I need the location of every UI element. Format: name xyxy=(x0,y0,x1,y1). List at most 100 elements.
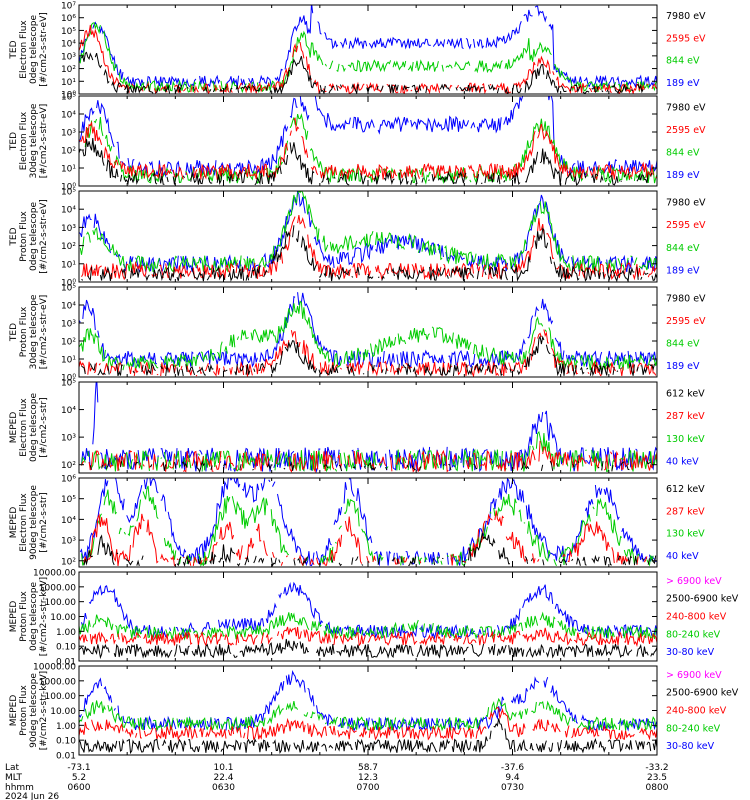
legend-entry: 240-800 keV xyxy=(666,706,727,717)
x-tick-label: -37.6 xyxy=(501,763,525,773)
y-tick-label: 10¹ xyxy=(61,260,76,270)
y-axis-label: MEPEDElectron Flux0deg telescope[#/cm2-s… xyxy=(9,393,49,463)
y-axis-label-line: [#/cm2-s-str] xyxy=(39,492,49,552)
y-axis-label-line: [#/cm2-s-str] xyxy=(39,397,49,457)
y-tick-label: 1000.00 xyxy=(39,583,76,593)
y-axis-label-line: [#/cm2-s-str-eV] xyxy=(39,295,49,370)
x-tick-label: 0800 xyxy=(646,783,669,793)
y-axis-label: MEPEDProton Flux0deg telescope[#/cm2-s-s… xyxy=(9,577,49,656)
y-tick-label: 1000.00 xyxy=(39,677,76,687)
y-axis-label-line: Proton Flux xyxy=(19,306,29,357)
y-axis-label-line: Proton Flux xyxy=(19,685,29,736)
legend-entry: > 6900 keV xyxy=(666,670,722,681)
y-axis-label-line: Electron Flux xyxy=(19,493,29,552)
y-tick-label: 0.01 xyxy=(56,658,76,668)
y-axis-label-line: 90deg telescope xyxy=(29,673,39,748)
y-axis-label-line: Electron Flux xyxy=(19,20,29,79)
series-trace-1 xyxy=(81,581,657,640)
y-axis-label-line: Electron Flux xyxy=(19,111,29,170)
y-tick-label: 10³ xyxy=(61,52,76,62)
x-tick-label: 5.2 xyxy=(72,773,86,783)
legend-entry: 287 keV xyxy=(666,411,705,422)
y-axis-label-line: 30deg telescope xyxy=(29,294,39,369)
y-axis-label-line: TED xyxy=(9,132,19,151)
legend-entry: 844 eV xyxy=(666,56,700,67)
y-tick-label: 10² xyxy=(61,557,76,567)
y-axis-label-line: Proton Flux xyxy=(19,591,29,642)
y-tick-label: 10.00 xyxy=(50,707,76,717)
panel-7: 0.010.101.0010.00100.001000.0010000.00ME… xyxy=(9,569,739,668)
y-tick-label: 10² xyxy=(61,147,76,157)
legend-entry: 612 keV xyxy=(666,484,705,495)
x-tick-label: 0600 xyxy=(68,783,91,793)
y-tick-label: 100.00 xyxy=(45,598,77,608)
series-trace-3 xyxy=(79,706,657,742)
x-tick-label: 12.3 xyxy=(358,773,378,783)
x-tick-label: 23.5 xyxy=(647,773,667,783)
x-tick-label: 58.7 xyxy=(358,763,378,773)
y-axis-label-line: 0deg telescope xyxy=(29,393,39,463)
y-tick-label: 10⁵ xyxy=(61,284,76,294)
y-axis-label-line: TED xyxy=(9,40,19,59)
legend-entry: 287 keV xyxy=(666,506,705,517)
x-tick-label: 9.4 xyxy=(505,773,520,783)
legend-entry: 844 eV xyxy=(666,243,700,254)
y-tick-label: 10⁶ xyxy=(61,14,76,24)
y-axis-label-line: [#/cm2-s-str-eV] xyxy=(39,199,49,274)
panel-5: 10² 10³ 10⁴ 10⁵ MEPEDElectron Flux0deg teles… xyxy=(9,379,705,474)
x-tick-label: 0730 xyxy=(501,783,524,793)
y-tick-label: 10⁵ xyxy=(61,379,76,389)
y-tick-label: 10³ xyxy=(61,320,76,330)
y-axis-label-line: 0deg telescope xyxy=(29,202,39,272)
legend-entry: 2595 eV xyxy=(666,220,706,231)
legend-entry: > 6900 keV xyxy=(666,576,722,587)
legend-entry: 189 eV xyxy=(666,78,700,89)
legend-entry: 7980 eV xyxy=(666,197,706,208)
plot-frame xyxy=(78,665,658,756)
series-trace-2 xyxy=(79,697,657,732)
y-axis-label-line: 30deg telescope xyxy=(29,103,39,178)
panel-8: 0.010.101.0010.00100.001000.0010000.00ME… xyxy=(9,663,739,762)
x-tick-label: -33.2 xyxy=(645,763,668,773)
x-tick-label: -73.1 xyxy=(67,763,90,773)
y-tick-label: 10² xyxy=(61,242,76,252)
legend-entry: 2500-6900 keV xyxy=(666,688,739,699)
panel-3: 10⁰ 10¹ 10² 10³ 10⁴ 10⁵ TEDProton Flux0deg tel… xyxy=(9,188,706,289)
y-tick-label: 10³ xyxy=(61,434,76,444)
series-trace-3 xyxy=(81,440,657,473)
y-tick-label: 10¹ xyxy=(61,165,76,175)
y-axis-label-line: [#/cm2-s-str-keV] xyxy=(39,577,49,656)
series-trace-4 xyxy=(79,718,657,755)
y-axis-label-line: MEPED xyxy=(9,507,19,539)
x-tick-label: 0700 xyxy=(357,783,380,793)
x-row-label: hhmm xyxy=(5,783,34,793)
legend-entry: 612 keV xyxy=(666,388,705,399)
y-tick-label: 10³ xyxy=(61,224,76,234)
series-trace-4 xyxy=(79,638,657,660)
y-axis-label-line: MEPED xyxy=(9,695,19,727)
y-tick-label: 1.00 xyxy=(56,722,76,732)
panel-6: 10² 10³ 10⁴ 10⁵ 10⁶ MEPEDElectron Flux90deg t… xyxy=(9,475,705,568)
legend-entry: 7980 eV xyxy=(666,102,706,113)
y-tick-label: 10⁰ xyxy=(61,183,76,193)
y-tick-label: 10⁰ xyxy=(61,91,76,101)
y-tick-label: 10⁴ xyxy=(61,302,76,312)
y-tick-label: 0.01 xyxy=(56,752,76,762)
series-trace-1 xyxy=(79,669,657,733)
legend-entry: 130 keV xyxy=(666,529,705,540)
y-tick-label: 10⁰ xyxy=(61,279,76,289)
y-tick-label: 10⁴ xyxy=(61,516,76,526)
y-axis-label-line: Electron Flux xyxy=(19,398,29,457)
legend-entry: 30-80 keV xyxy=(666,647,715,658)
series-trace-1 xyxy=(79,5,657,89)
series-trace-2 xyxy=(79,611,657,641)
series-trace-3 xyxy=(79,117,657,181)
x-tick-label: 22.4 xyxy=(213,773,233,783)
legend-entry: 30-80 keV xyxy=(666,741,715,752)
y-axis-label-line: TED xyxy=(9,227,19,246)
legend-entry: 40 keV xyxy=(666,551,699,562)
y-axis-label-line: TED xyxy=(9,323,19,342)
y-tick-label: 10⁴ xyxy=(61,406,76,416)
series-trace-2 xyxy=(79,191,657,273)
